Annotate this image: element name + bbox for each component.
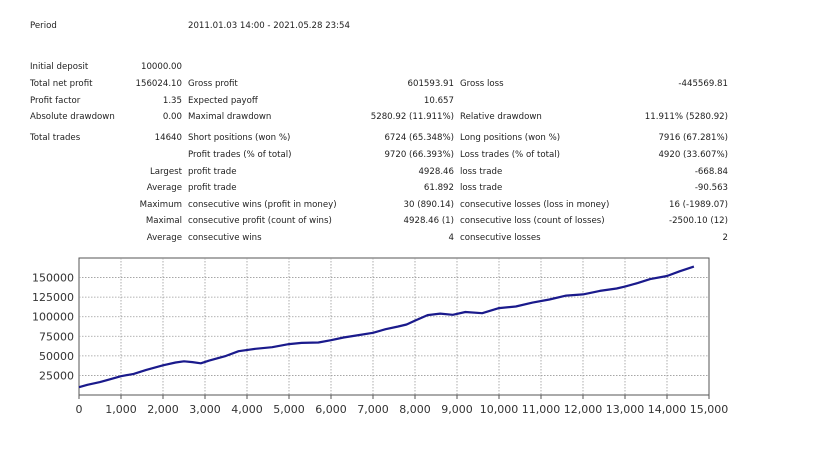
x-tick-label: 6,000 (315, 403, 347, 416)
trades-label-3: consecutive losses (loss in money) (460, 200, 610, 210)
x-tick-label: 10,000 (480, 403, 519, 416)
row-value-3: -445569.81 (678, 79, 728, 89)
trades-value-2: 30 (890.14) (403, 200, 454, 210)
trades-label-2: profit trade (188, 183, 237, 193)
trades-qualifier: Maximal (145, 216, 182, 226)
x-tick-label: 12,000 (564, 403, 603, 416)
trades-value-2: 4 (448, 233, 454, 243)
x-tick-label: 13,000 (606, 403, 645, 416)
trades-label-3: loss trade (460, 183, 503, 193)
trades-label-3: Loss trades (% of total) (460, 150, 560, 160)
trades-value-2: 4928.46 (1) (403, 216, 454, 226)
x-tick-label: 9,000 (441, 403, 473, 416)
period-label: Period (30, 21, 57, 31)
balance-chart-svg: 25000 50000 75000 100000 125000 150000 0 1,000 2… (32, 257, 729, 416)
x-tick-label: 0 (76, 403, 83, 416)
x-tick-label: 2,000 (147, 403, 179, 416)
trades-label-2: consecutive profit (count of wins) (188, 216, 332, 226)
trades-label-1: Total trades (30, 133, 81, 143)
row-label-3: Gross loss (460, 79, 504, 89)
trades-label-2: consecutive wins (profit in money) (188, 200, 337, 210)
x-tick-label: 15,000 (690, 403, 729, 416)
y-tick-label: 75000 (39, 330, 74, 343)
trades-label-3: Long positions (won %) (460, 133, 561, 143)
trades-label-3: consecutive loss (count of losses) (460, 216, 605, 226)
trades-value-2: 6724 (65.348%) (384, 133, 454, 143)
balance-line (78, 265, 695, 389)
y-tick-label: 100000 (32, 311, 74, 324)
row-label-2: Maximal drawdown (188, 112, 272, 122)
row-label-2: Expected payoff (188, 96, 258, 106)
row-label-1: Total net profit (30, 79, 93, 89)
x-tick-label: 7,000 (357, 403, 389, 416)
test-report: Period 2011.01.03 14:00 - 2021.05.28 23:… (30, 21, 728, 243)
trades-qualifier: Average (146, 233, 182, 243)
x-tick-label: 14,000 (648, 403, 687, 416)
row-value-1: 0.00 (162, 112, 182, 122)
trades-value-3: 4920 (33.607%) (658, 150, 728, 160)
trades-qualifier: Maximum (139, 200, 182, 210)
row-value-2: 10.657 (423, 96, 454, 106)
balance-chart: 25000 50000 75000 100000 125000 150000 0 1,000 2… (0, 255, 824, 455)
row-value-3: 11.911% (5280.92) (644, 112, 728, 122)
trades-value-3: -90.563 (694, 183, 728, 193)
period-value: 2011.01.03 14:00 - 2021.05.28 23:54 (188, 21, 350, 31)
x-tick-label: 5,000 (273, 403, 305, 416)
x-tick-label: 8,000 (399, 403, 431, 416)
x-tick-label: 3,000 (189, 403, 221, 416)
trades-label-3: loss trade (460, 167, 503, 177)
row-value-1: 156024.10 (135, 79, 182, 89)
trades-label-2: Profit trades (% of total) (188, 150, 292, 160)
row-value-2: 5280.92 (11.911%) (370, 112, 454, 122)
y-tick-label: 150000 (32, 272, 74, 285)
y-tick-label: 125000 (32, 291, 74, 304)
x-tick-label: 4,000 (231, 403, 263, 416)
trades-value-3: -668.84 (694, 167, 728, 177)
y-tick-label: 25000 (39, 369, 74, 382)
y-tick-label: 50000 (39, 350, 74, 363)
trades-value-3: 16 (-1989.07) (668, 200, 728, 210)
trades-label-2: Short positions (won %) (188, 133, 291, 143)
trades-value-3: 2 (722, 233, 728, 243)
trades-value-2: 9720 (66.393%) (384, 150, 454, 160)
trades-value-2: 61.892 (423, 183, 454, 193)
trades-label-2: consecutive wins (188, 233, 262, 243)
row-label-2: Gross profit (188, 79, 238, 89)
trades-value-1: 14640 (154, 133, 182, 143)
trades-label-2: profit trade (188, 167, 237, 177)
row-value-1: 1.35 (162, 96, 182, 106)
x-tick-label: 1,000 (105, 403, 137, 416)
trades-value-2: 4928.46 (418, 167, 454, 177)
initial-deposit-label: Initial deposit (30, 62, 89, 72)
trades-label-3: consecutive losses (460, 233, 541, 243)
row-value-2: 601593.91 (407, 79, 454, 89)
row-label-3: Relative drawdown (460, 112, 542, 122)
trades-value-3: 7916 (67.281%) (658, 133, 728, 143)
initial-deposit-value: 10000.00 (140, 62, 182, 72)
x-tick-label: 11,000 (522, 403, 561, 416)
row-label-1: Profit factor (30, 96, 81, 106)
trades-qualifier: Average (146, 183, 182, 193)
row-label-1: Absolute drawdown (30, 112, 115, 122)
trades-qualifier: Largest (149, 167, 182, 177)
trades-value-3: -2500.10 (12) (668, 216, 728, 226)
